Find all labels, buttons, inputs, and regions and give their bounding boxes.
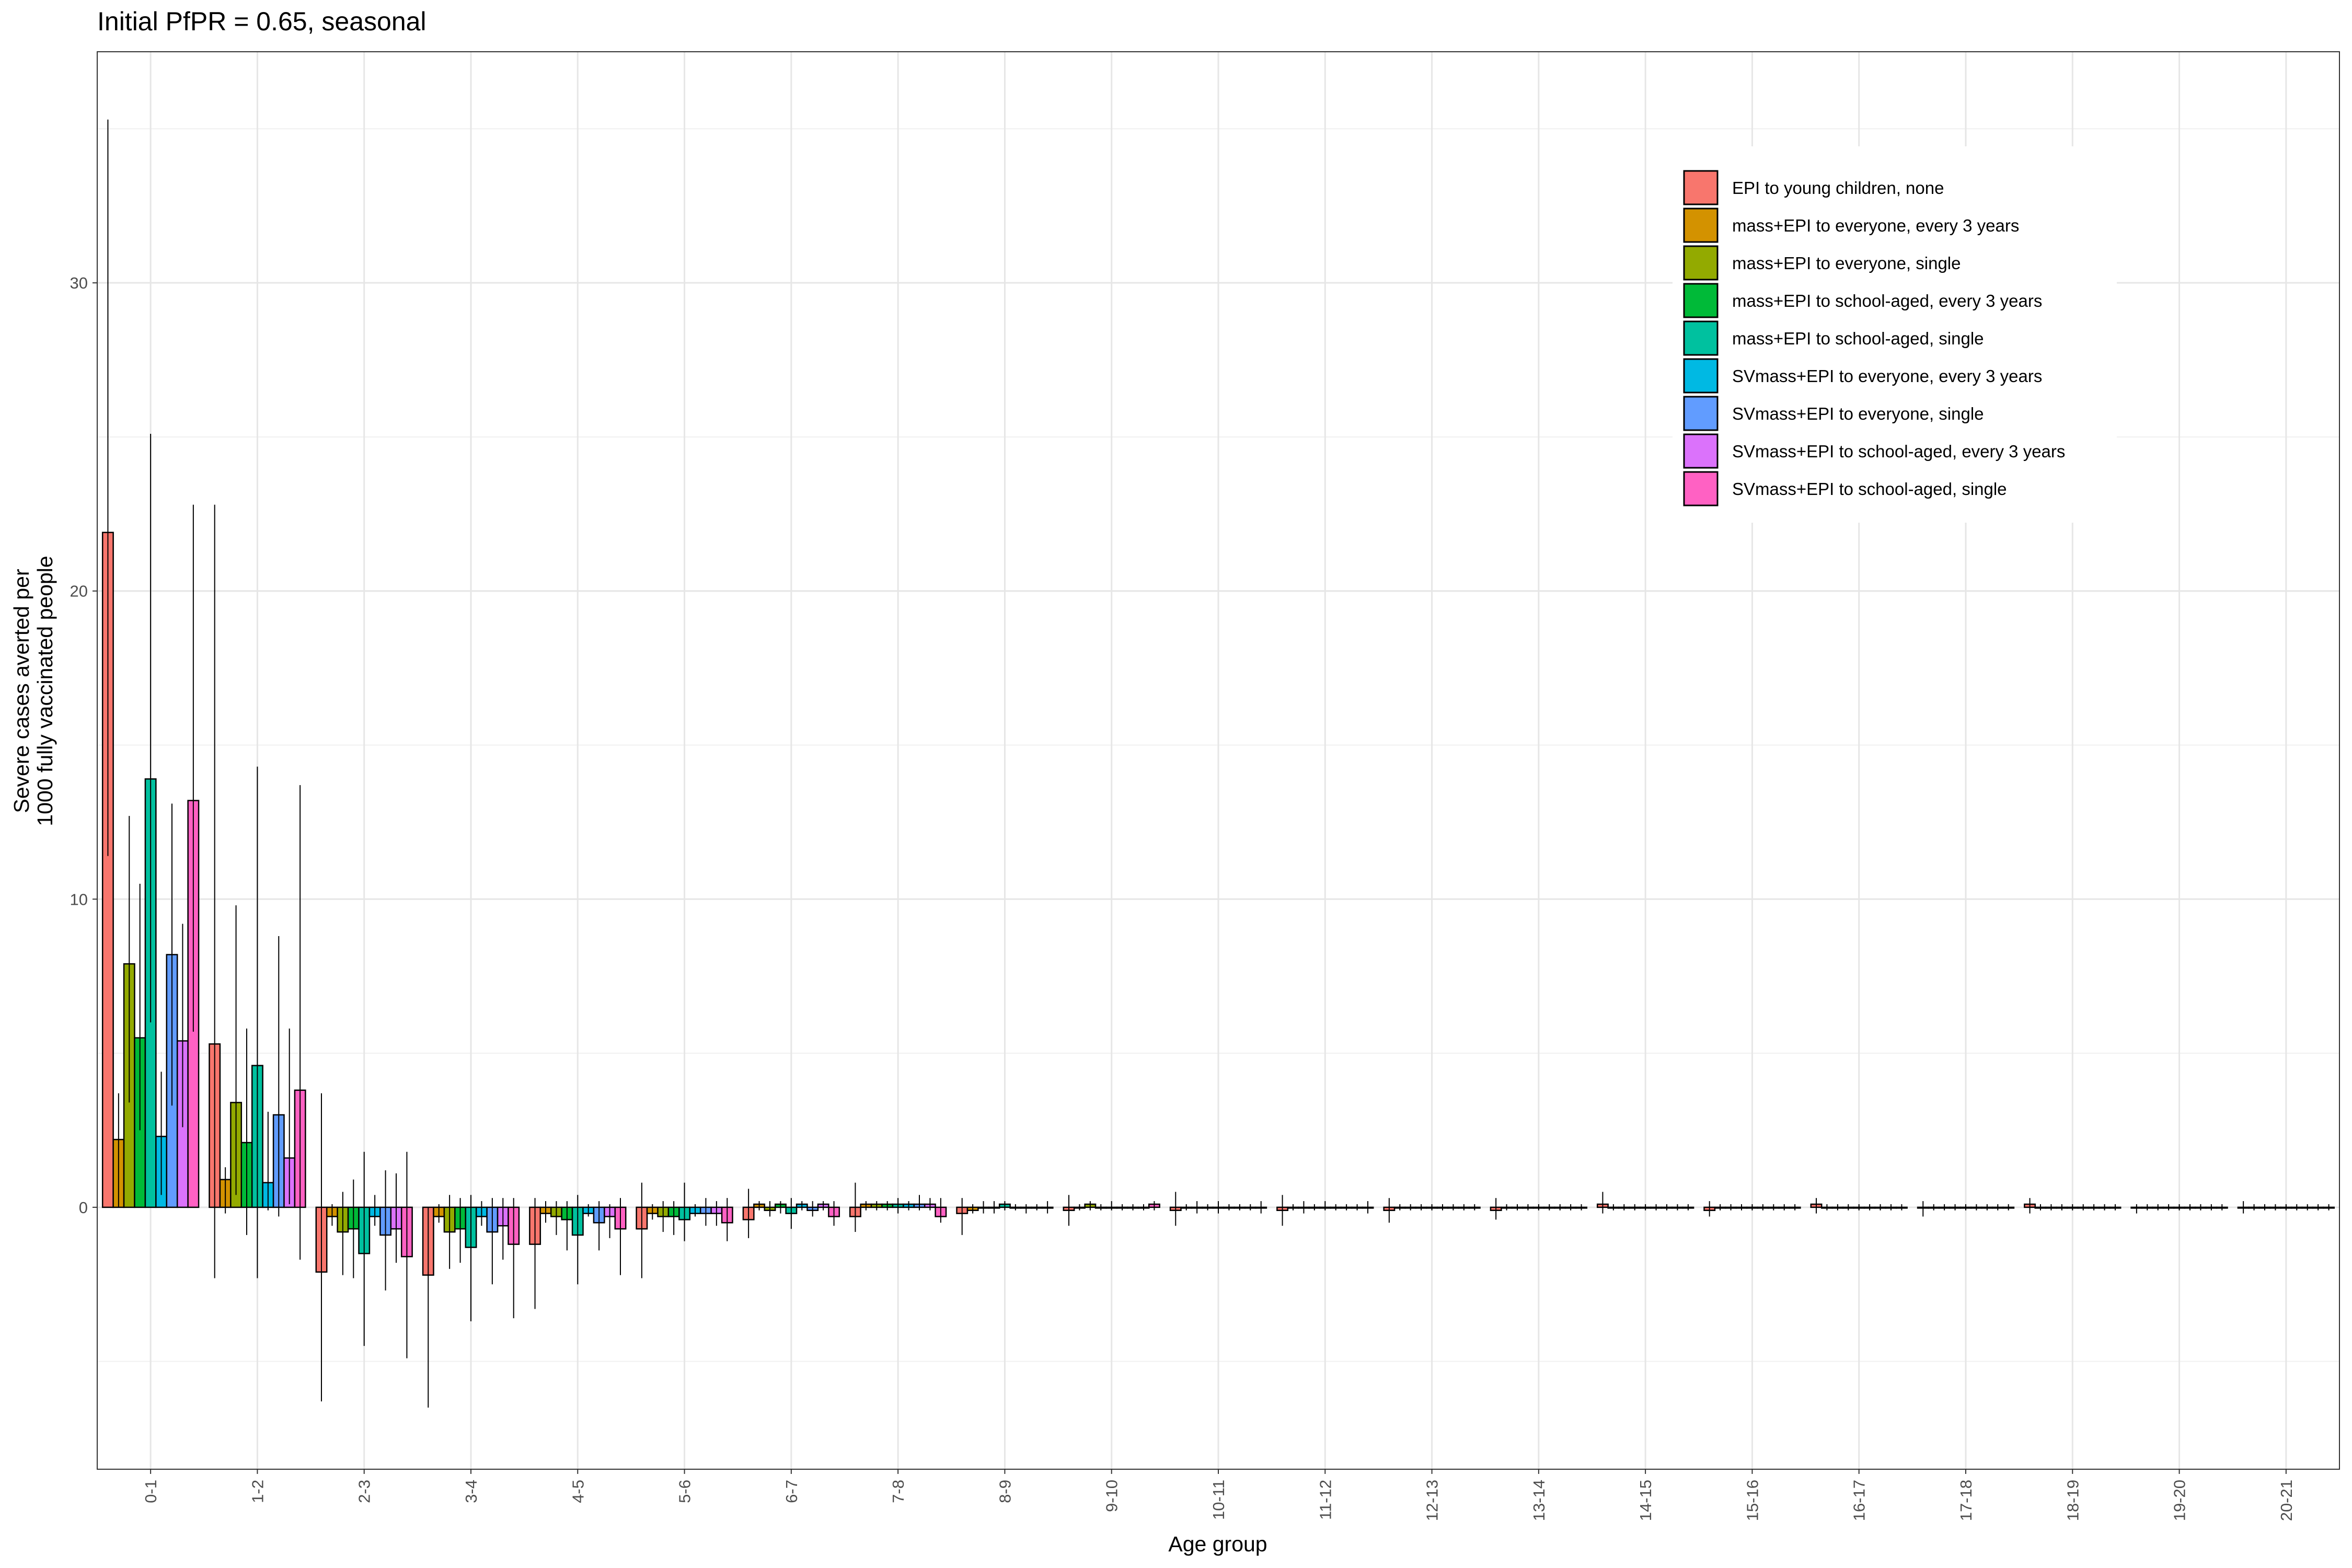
x-axis: 0-1 1-2 2-3 3-4 4-5 5-6 6-7 7-8 8-9 9-10 10-11 11-1… xyxy=(142,1469,2296,1521)
legend-label: mass+EPI to everyone, every 3 years xyxy=(1732,216,2019,235)
x-tick-label: 7-8 xyxy=(889,1480,907,1503)
x-tick-label: 8-9 xyxy=(996,1480,1014,1503)
x-tick-label: 3-4 xyxy=(462,1480,480,1503)
x-tick-label: 16-17 xyxy=(1850,1480,1869,1521)
x-tick-label: 4-5 xyxy=(569,1480,587,1503)
x-tick-label: 6-7 xyxy=(782,1480,801,1503)
legend-key xyxy=(1683,358,1719,394)
x-tick-label: 11-12 xyxy=(1316,1480,1334,1520)
legend-label: SVmass+EPI to everyone, single xyxy=(1732,404,1984,423)
x-tick-label: 19-20 xyxy=(2171,1480,2189,1521)
legend-label: mass+EPI to everyone, single xyxy=(1732,253,1961,273)
legend-background xyxy=(1673,146,2117,523)
error-bars xyxy=(107,119,2330,1408)
legend-label: mass+EPI to school-aged, every 3 years xyxy=(1732,291,2042,310)
legend-label: SVmass+EPI to school-aged, every 3 years xyxy=(1732,442,2065,461)
y-tick-label: 20 xyxy=(70,582,88,601)
y-axis: 0 10 20 30 xyxy=(70,274,97,1217)
x-tick-label: 9-10 xyxy=(1103,1480,1121,1512)
x-tick-label: 15-16 xyxy=(1743,1480,1761,1521)
legend-key xyxy=(1683,320,1719,356)
legend-key xyxy=(1683,396,1719,431)
legend-key xyxy=(1683,245,1719,281)
y-tick-label: 0 xyxy=(79,1198,88,1217)
x-tick-label: 1-2 xyxy=(248,1480,267,1503)
legend: EPI to young children, none mass+EPI to e… xyxy=(1673,146,2117,523)
y-axis-title-line-1: Severe cases averted per xyxy=(9,569,33,813)
y-axis-title-line-2: 1000 fully vaccinated people xyxy=(33,556,57,826)
legend-label: EPI to young children, none xyxy=(1732,178,1944,198)
legend-label: SVmass+EPI to everyone, every 3 years xyxy=(1732,366,2042,386)
x-tick-label: 13-14 xyxy=(1530,1480,1548,1521)
x-tick-label: 14-15 xyxy=(1636,1480,1655,1521)
x-tick-label: 12-13 xyxy=(1423,1480,1442,1521)
x-tick-label: 5-6 xyxy=(676,1480,694,1503)
legend-key xyxy=(1683,207,1719,243)
legend-key xyxy=(1683,433,1719,469)
legend-label: mass+EPI to school-aged, single xyxy=(1732,329,1984,348)
x-tick-label: 18-19 xyxy=(2063,1480,2082,1521)
legend-key xyxy=(1683,283,1719,318)
plot-title: Initial PfPR = 0.65, seasonal xyxy=(97,7,426,36)
y-tick-label: 10 xyxy=(70,890,88,908)
x-axis-title: Age group xyxy=(1168,1532,1267,1556)
x-tick-label: 0-1 xyxy=(142,1480,160,1503)
x-tick-label: 17-18 xyxy=(1957,1480,1975,1521)
legend-key xyxy=(1683,471,1719,506)
x-tick-label: 10-11 xyxy=(1209,1480,1228,1520)
legend-label: SVmass+EPI to school-aged, single xyxy=(1732,479,2007,499)
legend-key xyxy=(1683,170,1719,205)
y-tick-label: 30 xyxy=(70,274,88,292)
x-tick-label: 20-21 xyxy=(2277,1480,2296,1521)
x-tick-label: 2-3 xyxy=(355,1480,374,1503)
